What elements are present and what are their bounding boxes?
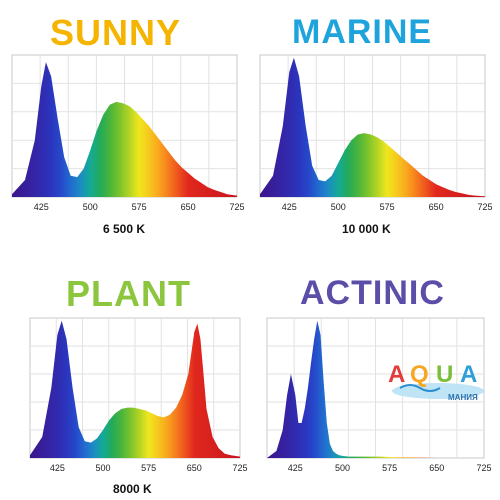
x-tick-label-marine: 500 [331,202,346,212]
logo-letter-a1: A [388,361,405,388]
x-tick-label-marine: 725 [477,202,492,212]
x-tick-label-plant: 500 [95,463,110,473]
color-temperature-sunny: 6 500 K [103,222,146,236]
spectrum-area-actinic [267,320,484,458]
x-tick-label-actinic: 500 [335,463,350,473]
x-tick-label-marine: 650 [429,202,444,212]
x-tick-label-marine: 575 [380,202,395,212]
chart-title-marine: MARINE [292,13,433,51]
color-temperature-plant: 8000 K [113,482,152,496]
x-tick-label-plant: 725 [232,463,247,473]
chart-title-plant: PLANT [66,273,191,314]
chart-title-sunny: SUNNY [50,12,182,53]
x-tick-label-sunny: 650 [181,202,196,212]
x-tick-label-plant: 425 [50,463,65,473]
spectrum-area-marine [260,57,485,197]
spectrum-area-sunny [12,62,237,197]
logo-letter-a2: A [460,361,477,388]
x-tick-label-actinic: 725 [476,463,491,473]
x-tick-label-plant: 650 [187,463,202,473]
aqua-mania-logo: A Q U A МАНИЯ [386,358,490,402]
logo-letter-q: Q [410,361,429,388]
x-tick-label-actinic: 650 [429,463,444,473]
x-tick-label-marine: 425 [282,202,297,212]
logo-letter-u: U [436,361,453,388]
x-tick-label-actinic: 575 [382,463,397,473]
logo-subtitle: МАНИЯ [448,393,478,402]
x-tick-label-actinic: 425 [288,463,303,473]
spectrum-area-plant [30,320,240,458]
x-tick-label-sunny: 500 [83,202,98,212]
chart-title-actinic: ACTINIC [300,274,445,312]
logo-fish-shape [399,384,441,392]
logo-wave-shape [392,383,484,399]
color-temperature-marine: 10 000 K [342,222,391,236]
x-tick-label-sunny: 575 [132,202,147,212]
x-tick-label-sunny: 425 [34,202,49,212]
x-tick-label-sunny: 725 [229,202,244,212]
x-tick-label-plant: 575 [141,463,156,473]
